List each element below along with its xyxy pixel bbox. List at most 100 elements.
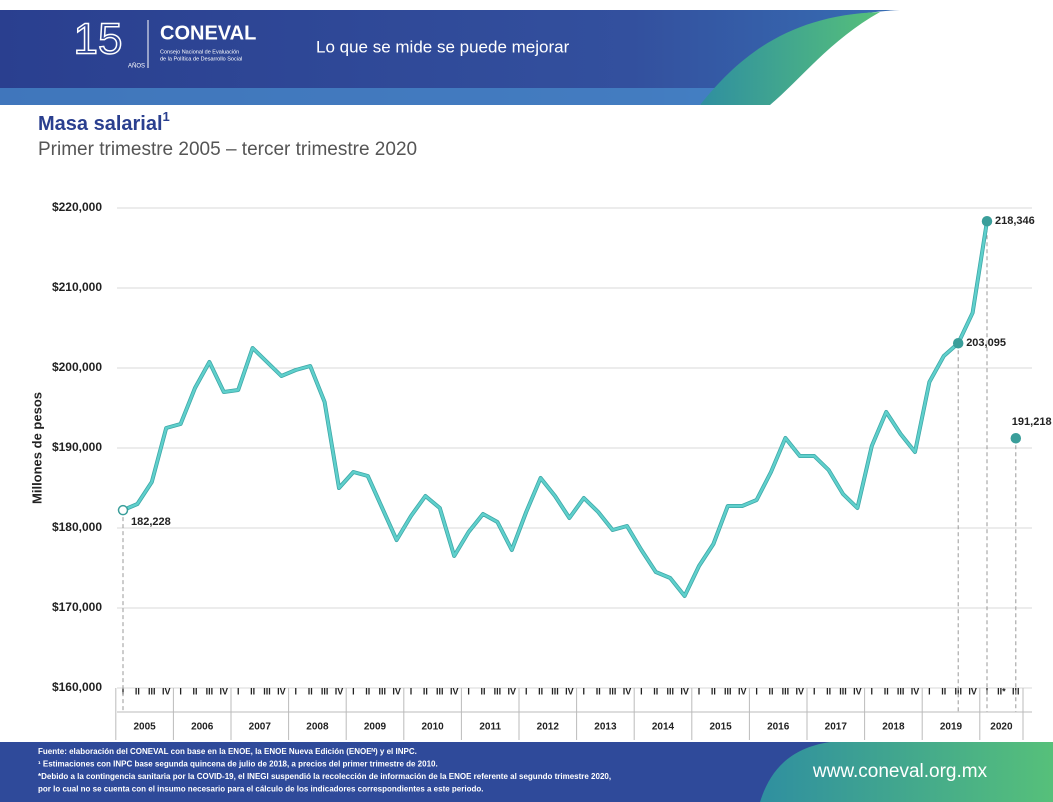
x-tick-label: II	[538, 686, 543, 696]
y-tick-label: $190,000	[52, 440, 102, 454]
year-label: 2018	[882, 722, 905, 733]
x-tick-label: II	[135, 686, 140, 696]
series-line-outline	[123, 221, 1016, 596]
x-tick-label: I	[583, 686, 586, 696]
x-tick-label: II	[711, 686, 716, 696]
point-marker	[952, 337, 964, 349]
point-marker	[981, 215, 993, 227]
x-tick-label: IV	[853, 686, 862, 696]
x-tick-label: II	[596, 686, 601, 696]
x-tick-label: IV	[911, 686, 920, 696]
header-stripe	[0, 88, 780, 105]
footer-notes: Fuente: elaboración del CONEVAL con base…	[38, 747, 611, 794]
year-label: 2009	[364, 722, 387, 733]
x-tick-label: IV	[623, 686, 632, 696]
x-tick-label: IV	[968, 686, 977, 696]
x-tick-label: IV	[335, 686, 344, 696]
year-label: 2015	[709, 722, 732, 733]
data-label: 203,095	[966, 337, 1006, 349]
y-axis-label: Millones de pesos	[29, 392, 44, 504]
brand: CONEVAL	[160, 22, 256, 44]
title-text: Masa salarial	[38, 113, 163, 135]
x-tick-label: I	[122, 686, 125, 696]
title-note: 1	[163, 109, 170, 124]
x-tick-label: I	[928, 686, 931, 696]
x-tick-label: III	[263, 686, 271, 696]
x-tick-label: IV	[738, 686, 747, 696]
year-label: 2007	[249, 722, 272, 733]
x-tick-label: III	[724, 686, 732, 696]
x-tick-label: III	[206, 686, 214, 696]
x-tick-label: I	[179, 686, 182, 696]
x-tick-label: II	[423, 686, 428, 696]
x-tick-label: II	[653, 686, 658, 696]
year-label: 2005	[133, 722, 156, 733]
x-tick-label: I	[410, 686, 413, 696]
y-tick-label: $160,000	[52, 680, 102, 694]
x-tick-label: I	[698, 686, 701, 696]
footer-note: *Debido a la contingencia sanitaria por …	[38, 772, 611, 781]
year-label: 2014	[652, 722, 675, 733]
x-tick-label: IV	[680, 686, 689, 696]
year-label: 2016	[767, 722, 790, 733]
x-tick-label: II	[826, 686, 831, 696]
chart-subtitle: Primer trimestre 2005 – tercer trimestre…	[38, 139, 417, 160]
x-tick-label: II	[884, 686, 889, 696]
year-label: 2011	[479, 722, 501, 733]
x-tick-label: III	[494, 686, 502, 696]
data-label: 182,228	[131, 516, 171, 528]
year-label: 2013	[594, 722, 617, 733]
x-tick-label: III	[954, 686, 962, 696]
x-tick-label: II	[192, 686, 197, 696]
x-tick-label: II	[941, 686, 946, 696]
brand-line: de la Política de Desarrollo Social	[160, 56, 242, 62]
x-tick-label: I	[755, 686, 758, 696]
x-tick-label: II	[308, 686, 313, 696]
x-tick-label: I	[525, 686, 528, 696]
y-tick-label: $180,000	[52, 520, 102, 534]
y-tick-label: $220,000	[52, 200, 102, 214]
logo-number: 15	[74, 15, 123, 64]
data-label: 218,346	[995, 215, 1035, 227]
x-tick-label: IV	[565, 686, 574, 696]
x-tick-label: II	[768, 686, 773, 696]
footer-note: Fuente: elaboración del CONEVAL con base…	[38, 747, 417, 756]
x-tick-label: I	[295, 686, 298, 696]
footer-note: ¹ Estimaciones con INPC base segunda qui…	[38, 760, 438, 769]
year-label: 2020	[990, 722, 1013, 733]
y-tick-label: $170,000	[52, 600, 102, 614]
x-tick-label: IV	[508, 686, 517, 696]
year-label: 2008	[306, 722, 329, 733]
x-tick-label: IV	[162, 686, 171, 696]
x-tick-label: I	[640, 686, 643, 696]
x-tick-label: IV	[450, 686, 459, 696]
x-tick-label: II*	[997, 686, 1006, 696]
header-swoosh	[700, 12, 880, 105]
footer-url: www.coneval.org.mx	[812, 761, 988, 782]
slogan: Lo que se mide se puede mejorar	[316, 37, 570, 56]
data-label: 191,218	[1012, 416, 1052, 428]
footer-note: por lo cual no se cuenta con el insumo n…	[38, 785, 483, 794]
chart-title: Masa salarial1	[38, 109, 170, 135]
point-marker	[117, 504, 129, 516]
x-tick-label: II	[250, 686, 255, 696]
x-tick-label: III	[839, 686, 847, 696]
plot: $160,000 $170,000 $180,000 $190,000 $200,000…	[52, 200, 1052, 740]
x-tick-label: I	[237, 686, 240, 696]
x-tick-label: I	[871, 686, 874, 696]
year-label: 2012	[537, 722, 560, 733]
x-tick-label: IV	[796, 686, 805, 696]
x-tick-label: III	[378, 686, 386, 696]
y-tick-label: $210,000	[52, 280, 102, 294]
year-label: 2017	[825, 722, 848, 733]
x-tick-label: III	[321, 686, 329, 696]
x-tick-label: III	[436, 686, 444, 696]
x-tick-label: III	[609, 686, 617, 696]
x-tick-label: III	[666, 686, 674, 696]
x-tick-label: III	[782, 686, 790, 696]
x-tick-label: I	[813, 686, 816, 696]
x-tick-label: I	[467, 686, 470, 696]
point-marker	[1010, 433, 1022, 444]
